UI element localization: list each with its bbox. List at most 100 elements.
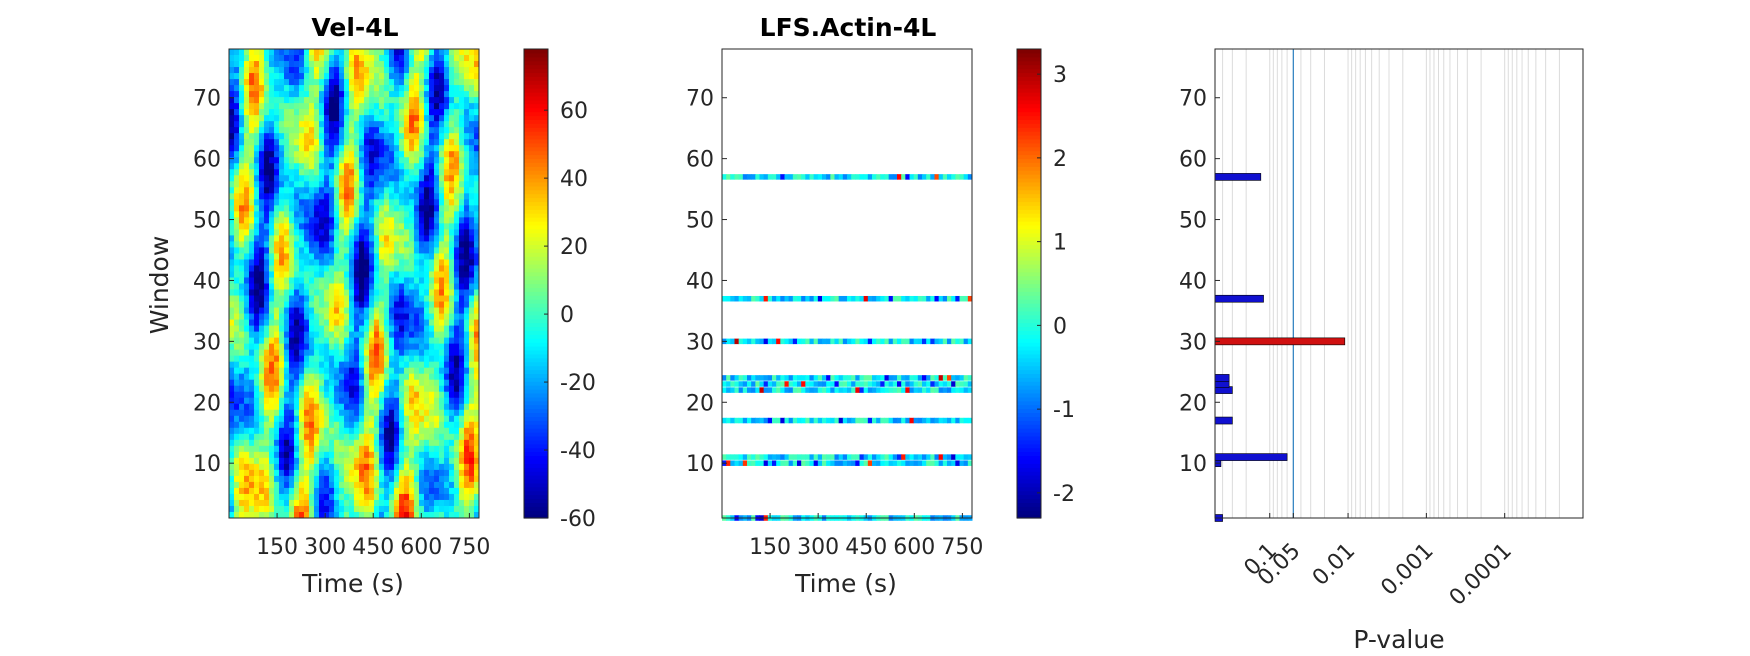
heat-cell xyxy=(439,379,445,387)
heat-cell xyxy=(239,511,245,519)
heat-cell xyxy=(792,460,798,466)
heat-cell xyxy=(244,307,250,315)
heat-cell xyxy=(847,417,852,424)
heat-cell xyxy=(389,151,395,158)
heat-cell xyxy=(254,145,260,152)
heat-cell xyxy=(459,319,465,327)
heat-cell xyxy=(359,307,365,315)
heat-cell xyxy=(414,85,420,92)
heat-cell xyxy=(419,283,425,291)
colorbar-cell xyxy=(1017,353,1041,359)
heat-cell xyxy=(394,241,400,248)
heat-cell xyxy=(469,133,475,140)
heat-cell xyxy=(399,481,405,489)
heat-cell xyxy=(434,463,440,471)
heat-cell xyxy=(274,487,280,495)
heat-cell xyxy=(269,337,275,345)
heat-cell xyxy=(299,505,305,513)
heat-cell xyxy=(404,127,410,134)
heat-cell xyxy=(449,139,455,146)
heat-cell xyxy=(234,313,240,321)
heat-cell xyxy=(434,259,440,266)
heat-cell xyxy=(469,505,475,513)
heat-cell xyxy=(229,169,235,176)
heat-cell xyxy=(289,133,295,140)
heat-cell xyxy=(389,385,395,393)
heat-cell xyxy=(364,397,370,405)
heat-cell xyxy=(429,259,435,266)
heat-cell xyxy=(304,91,310,98)
heat-cell xyxy=(309,283,315,291)
heat-cell xyxy=(851,174,856,180)
heat-cell xyxy=(284,55,290,62)
heat-cell xyxy=(249,145,255,152)
heat-cell xyxy=(364,61,370,68)
heat-cell xyxy=(279,253,285,260)
heat-cell xyxy=(354,91,360,98)
heat-cell xyxy=(334,127,340,134)
heat-cell xyxy=(429,187,435,194)
heat-cell xyxy=(279,313,285,321)
heat-cell xyxy=(244,55,250,62)
heat-cell xyxy=(269,343,275,351)
heat-cell xyxy=(801,387,806,393)
heat-cell xyxy=(274,163,280,170)
heat-cell xyxy=(234,133,240,140)
heat-cell xyxy=(334,211,340,218)
x-tick-label: 750 xyxy=(448,535,490,560)
heat-cell xyxy=(349,319,355,327)
heat-cell xyxy=(384,415,390,423)
heat-cell xyxy=(474,109,480,116)
heat-cell xyxy=(334,115,340,122)
heat-cell xyxy=(329,505,335,513)
heat-cell xyxy=(364,469,370,477)
heat-cell xyxy=(464,205,470,212)
heat-cell xyxy=(324,241,330,248)
heat-cell xyxy=(349,355,355,363)
heat-cell xyxy=(254,349,260,357)
colorbar-cell xyxy=(1017,174,1041,179)
heat-cell xyxy=(284,259,290,266)
heat-cell xyxy=(389,109,395,116)
heat-cell xyxy=(304,97,310,104)
heat-cell xyxy=(239,169,245,176)
heat-cell xyxy=(374,325,380,333)
heat-cell xyxy=(304,421,310,429)
heat-cell xyxy=(354,307,360,315)
heat-cell xyxy=(334,337,340,345)
heat-cell xyxy=(409,475,415,483)
heat-cell xyxy=(314,337,320,345)
heat-cell xyxy=(284,469,290,477)
heat-cell xyxy=(722,387,727,393)
heat-cell xyxy=(963,454,969,460)
heat-cell xyxy=(454,187,460,194)
heat-cell xyxy=(354,145,360,152)
heat-cell xyxy=(339,217,345,224)
heat-cell xyxy=(444,211,450,218)
heat-cell xyxy=(329,175,335,182)
heat-cell xyxy=(884,174,890,180)
heat-cell xyxy=(334,427,340,435)
heat-cell xyxy=(309,475,315,483)
heat-cell xyxy=(264,271,270,278)
heat-cell xyxy=(274,373,280,381)
heat-cell xyxy=(469,175,475,182)
heat-cell xyxy=(354,457,360,465)
heat-cell xyxy=(409,91,415,98)
heat-cell xyxy=(444,175,450,182)
heat-cell xyxy=(259,73,265,80)
heat-cell xyxy=(239,229,245,236)
heat-cell xyxy=(309,79,315,86)
heat-cell xyxy=(314,109,320,116)
heat-cell xyxy=(429,319,435,327)
heat-cell xyxy=(269,85,275,92)
heat-cell xyxy=(264,199,270,206)
heat-cell xyxy=(309,301,315,309)
heat-cell xyxy=(434,151,440,158)
heat-cell xyxy=(319,421,325,429)
heat-cell xyxy=(834,295,840,302)
heat-cell xyxy=(434,373,440,381)
heat-cell xyxy=(464,61,470,68)
heat-cell xyxy=(454,349,460,357)
colorbar-cell xyxy=(1017,475,1041,480)
